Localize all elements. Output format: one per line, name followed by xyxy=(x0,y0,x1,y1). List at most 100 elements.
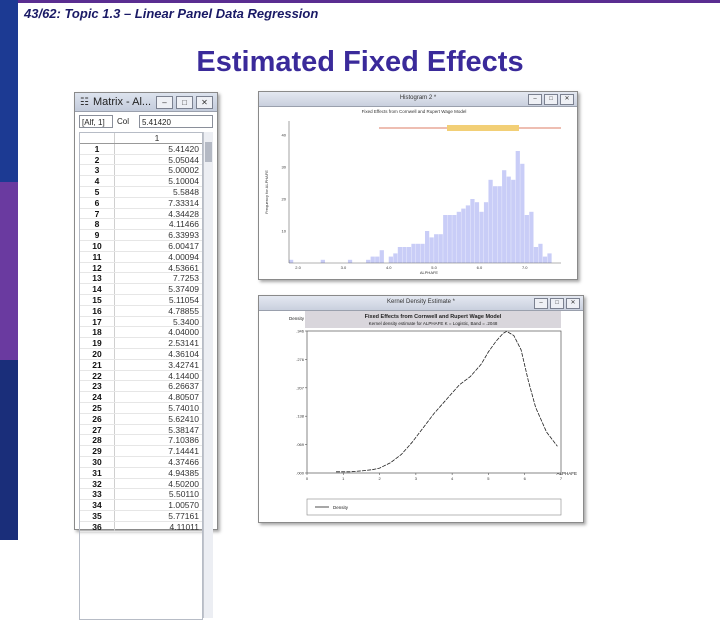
maximize-button[interactable]: □ xyxy=(544,94,558,105)
cell-reference-field[interactable]: [Alf, 1] xyxy=(79,115,113,128)
row-value[interactable]: 6.33993 xyxy=(168,230,199,241)
row-value[interactable]: 3.42741 xyxy=(168,359,199,370)
row-value[interactable]: 4.78855 xyxy=(168,305,199,316)
row-index: 4 xyxy=(80,176,115,186)
table-row[interactable]: 11 4.00094 xyxy=(80,251,202,263)
row-value[interactable]: 5.41420 xyxy=(168,143,199,154)
minimize-button[interactable]: – xyxy=(156,96,173,109)
table-row[interactable]: 15 5.11054 xyxy=(80,294,202,306)
row-value[interactable]: 4.00094 xyxy=(168,251,199,262)
scrollbar-thumb[interactable] xyxy=(205,142,212,162)
row-value[interactable]: 2.53141 xyxy=(168,338,199,349)
table-row[interactable]: 18 4.04000 xyxy=(80,327,202,339)
table-row[interactable]: 16 4.78855 xyxy=(80,305,202,317)
row-value[interactable]: 4.36104 xyxy=(168,348,199,359)
row-value[interactable]: 5.74010 xyxy=(168,402,199,413)
histogram-bar xyxy=(388,256,393,263)
table-row[interactable]: 35 5.77161 xyxy=(80,510,202,522)
table-row[interactable]: 8 4.11466 xyxy=(80,219,202,231)
row-value[interactable]: 5.10004 xyxy=(168,176,199,187)
table-row[interactable]: 21 3.42741 xyxy=(80,359,202,371)
kernel-titlebar[interactable]: Kernel Density Estimate * – □ ✕ xyxy=(259,296,583,311)
table-row[interactable]: 29 7.14441 xyxy=(80,446,202,457)
row-value[interactable]: 5.5848 xyxy=(173,186,199,197)
maximize-button[interactable]: □ xyxy=(176,96,193,109)
table-row[interactable]: 1 5.41420 xyxy=(80,143,202,155)
row-value[interactable]: 4.50200 xyxy=(168,478,199,489)
row-value[interactable]: 4.14400 xyxy=(168,370,199,381)
row-value[interactable]: 7.10386 xyxy=(168,435,199,446)
table-row[interactable]: 25 5.74010 xyxy=(80,402,202,414)
table-row[interactable]: 28 7.10386 xyxy=(80,435,202,447)
table-row[interactable]: 31 4.94385 xyxy=(80,467,202,479)
row-value[interactable]: 4.94385 xyxy=(168,467,199,478)
row-value[interactable]: 4.53661 xyxy=(168,262,199,273)
table-row[interactable]: 26 5.62410 xyxy=(80,413,202,425)
kde-y-tick: .346 xyxy=(296,329,305,334)
row-value[interactable]: 7.7253 xyxy=(173,273,199,284)
table-row[interactable]: 3 5.00002 xyxy=(80,165,202,177)
maximize-button[interactable]: □ xyxy=(550,298,564,309)
close-button[interactable]: ✕ xyxy=(560,94,574,105)
table-row[interactable]: 27 5.38147 xyxy=(80,424,202,436)
row-index: 17 xyxy=(80,316,115,327)
row-value[interactable]: 5.50110 xyxy=(168,489,199,500)
row-value[interactable]: 5.11054 xyxy=(168,294,199,305)
row-value[interactable]: 4.11011 xyxy=(169,521,199,532)
matrix-grid[interactable]: 1 1 5.41420 2 5.05044 3 5.00002 4 5.10004 5 5.584… xyxy=(79,132,203,620)
table-row[interactable]: 22 4.14400 xyxy=(80,370,202,382)
row-value[interactable]: 5.38147 xyxy=(168,424,199,435)
table-row[interactable]: 23 6.26637 xyxy=(80,381,202,393)
row-value[interactable]: 5.77161 xyxy=(168,510,199,521)
histogram-x-tick: 6.0 xyxy=(477,265,483,270)
row-value[interactable]: 4.04000 xyxy=(168,327,199,338)
row-value[interactable]: 5.00002 xyxy=(168,165,199,176)
column-header[interactable]: 1 xyxy=(154,133,160,143)
histogram-titlebar[interactable]: Histogram 2 * – □ ✕ xyxy=(259,92,577,107)
row-value[interactable]: 1.00570 xyxy=(168,500,199,511)
table-row[interactable]: 30 4.37466 xyxy=(80,456,202,468)
row-value[interactable]: 6.26637 xyxy=(168,381,199,392)
matrix-titlebar[interactable]: ☷ Matrix - Al... – □ ✕ xyxy=(75,93,217,112)
table-row[interactable]: 19 2.53141 xyxy=(80,338,202,349)
table-row[interactable]: 34 1.00570 xyxy=(80,500,202,511)
table-row[interactable]: 12 4.53661 xyxy=(80,262,202,274)
row-value[interactable]: 4.11466 xyxy=(168,219,199,230)
table-row[interactable]: 9 6.33993 xyxy=(80,230,202,241)
table-row[interactable]: 32 4.50200 xyxy=(80,478,202,490)
row-value[interactable]: 4.34428 xyxy=(168,208,199,219)
table-row[interactable]: 5 5.5848 xyxy=(80,186,202,198)
row-value[interactable]: 4.37466 xyxy=(168,456,199,467)
table-row[interactable]: 10 6.00417 xyxy=(80,240,202,252)
close-button[interactable]: ✕ xyxy=(196,96,213,109)
histogram-x-tick: 4.0 xyxy=(386,265,392,270)
table-row[interactable]: 17 5.3400 xyxy=(80,316,202,328)
row-index: 7 xyxy=(80,208,115,219)
table-row[interactable]: 2 5.05044 xyxy=(80,154,202,166)
table-row[interactable]: 33 5.50110 xyxy=(80,489,202,501)
close-button[interactable]: ✕ xyxy=(566,298,580,309)
row-value[interactable]: 5.3400 xyxy=(173,316,199,327)
table-row[interactable]: 20 4.36104 xyxy=(80,348,202,360)
minimize-button[interactable]: – xyxy=(534,298,548,309)
table-row[interactable]: 13 7.7253 xyxy=(80,273,202,285)
row-value[interactable]: 7.14441 xyxy=(168,446,199,457)
row-value[interactable]: 7.33314 xyxy=(168,197,199,208)
row-value[interactable]: 5.37409 xyxy=(168,284,199,295)
table-row[interactable]: 4 5.10004 xyxy=(80,176,202,187)
table-row[interactable]: 14 5.37409 xyxy=(80,284,202,295)
vertical-scrollbar[interactable] xyxy=(203,132,213,618)
row-index: 24 xyxy=(80,392,115,402)
row-value[interactable]: 5.62410 xyxy=(168,413,199,424)
row-value[interactable]: 5.05044 xyxy=(168,154,199,165)
row-value[interactable]: 6.00417 xyxy=(168,240,199,251)
table-row[interactable]: 24 4.80507 xyxy=(80,392,202,403)
table-row[interactable]: 6 7.33314 xyxy=(80,197,202,209)
row-value[interactable]: 4.80507 xyxy=(168,392,199,403)
row-index: 8 xyxy=(80,219,115,229)
cell-value-field[interactable]: 5.41420 xyxy=(139,115,213,128)
table-row[interactable]: 7 4.34428 xyxy=(80,208,202,220)
table-row[interactable]: 36 4.11011 xyxy=(80,521,202,533)
histogram-bar xyxy=(456,211,461,263)
minimize-button[interactable]: – xyxy=(528,94,542,105)
